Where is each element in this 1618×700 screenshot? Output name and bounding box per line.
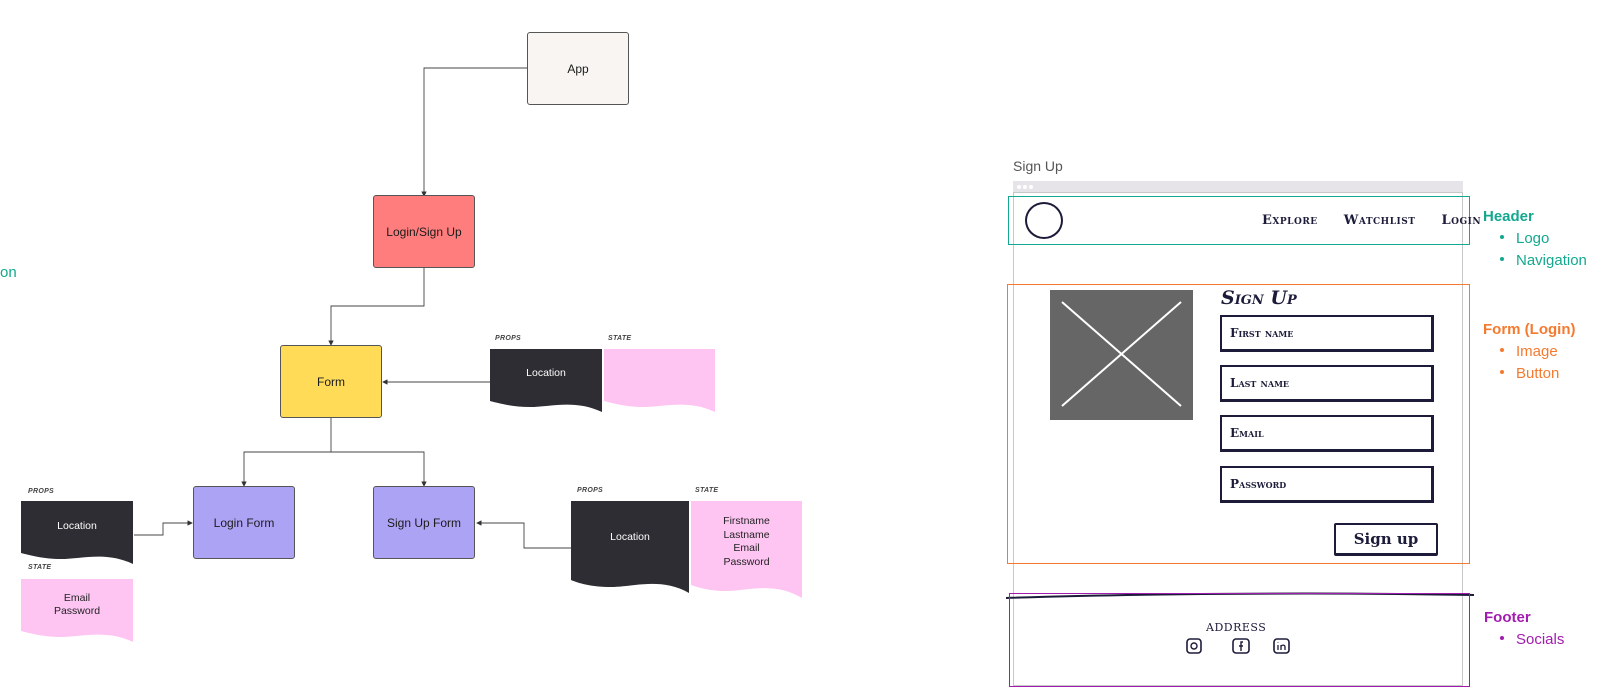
legend-form-item: Button bbox=[1500, 365, 1559, 382]
form-props-state-shapes bbox=[490, 349, 715, 412]
props-document-shape bbox=[490, 349, 602, 412]
legend-footer-item: Socials bbox=[1500, 631, 1564, 648]
browser-titlebar bbox=[1013, 181, 1463, 193]
linkedin-icon[interactable] bbox=[1273, 638, 1290, 654]
signup-button[interactable]: Sign up bbox=[1334, 523, 1438, 556]
form-region bbox=[1007, 284, 1470, 564]
signup-props-location: Location bbox=[610, 531, 650, 544]
logo-circle[interactable] bbox=[1025, 202, 1063, 239]
legend-header-item: Navigation bbox=[1500, 252, 1587, 269]
login-state-shape bbox=[21, 579, 133, 642]
node-signup-form[interactable]: Sign Up Form bbox=[373, 486, 475, 559]
edge-loginsignup-form bbox=[328, 268, 425, 346]
form-props-location: Location bbox=[526, 367, 566, 380]
signup-state-values: Firstname Lastname Email Password bbox=[723, 515, 770, 568]
edge-props-signupform bbox=[476, 520, 573, 549]
login-state-values: Email Password bbox=[53, 591, 101, 618]
node-login-form[interactable]: Login Form bbox=[193, 486, 295, 559]
email-field[interactable]: Email bbox=[1220, 415, 1434, 452]
props-tag: PROPS bbox=[495, 335, 522, 342]
instagram-icon[interactable] bbox=[1186, 638, 1202, 654]
edge-form-loginform bbox=[241, 418, 332, 487]
legend-footer-title: Footer bbox=[1484, 609, 1531, 626]
signup-props-state-shapes bbox=[571, 501, 802, 598]
login-props-location: Location bbox=[57, 520, 97, 533]
node-form[interactable]: Form bbox=[280, 345, 382, 418]
edge-app-loginsignup bbox=[421, 67, 528, 197]
legend-header-title: Header bbox=[1483, 208, 1534, 225]
wireframe-title: Sign Up bbox=[1013, 158, 1063, 174]
image-placeholder bbox=[1050, 290, 1193, 420]
props-document-shape bbox=[571, 501, 689, 593]
facebook-icon[interactable] bbox=[1232, 638, 1250, 654]
first-name-field[interactable]: First name bbox=[1220, 315, 1434, 352]
legend-header-item: Logo bbox=[1500, 230, 1549, 247]
state-document-shape bbox=[21, 579, 133, 642]
nav-login[interactable]: Login bbox=[1441, 213, 1482, 228]
edge-form-signupform bbox=[331, 451, 427, 487]
props-document-shape bbox=[21, 501, 133, 564]
node-login-signup[interactable]: Login/Sign Up bbox=[373, 195, 475, 268]
login-props-shape bbox=[21, 501, 133, 564]
legend-form-item: Image bbox=[1500, 343, 1558, 360]
partial-legend-text: on bbox=[0, 264, 17, 281]
legend-form-title: Form (Login) bbox=[1483, 321, 1576, 338]
footer-address: ADDRESS bbox=[1206, 621, 1267, 634]
form-heading: Sign Up bbox=[1221, 287, 1297, 309]
nav-watchlist[interactable]: Watchlist bbox=[1343, 213, 1416, 228]
state-tag: STATE bbox=[28, 564, 52, 571]
footer-region bbox=[1009, 593, 1470, 687]
props-tag: PROPS bbox=[577, 487, 604, 494]
nav-explore[interactable]: Explore bbox=[1262, 213, 1318, 228]
edge-props-loginform bbox=[134, 520, 193, 536]
state-tag: STATE bbox=[608, 335, 632, 342]
password-field[interactable]: Password bbox=[1220, 466, 1434, 503]
node-app[interactable]: App bbox=[527, 32, 629, 105]
last-name-field[interactable]: Last name bbox=[1220, 365, 1434, 402]
state-tag: STATE bbox=[695, 487, 719, 494]
props-tag: PROPS bbox=[28, 488, 55, 495]
nav-links: Explore Watchlist Login bbox=[1262, 213, 1481, 228]
header-region bbox=[1008, 196, 1470, 245]
state-document-shape bbox=[691, 501, 802, 598]
state-document-shape bbox=[604, 349, 715, 412]
